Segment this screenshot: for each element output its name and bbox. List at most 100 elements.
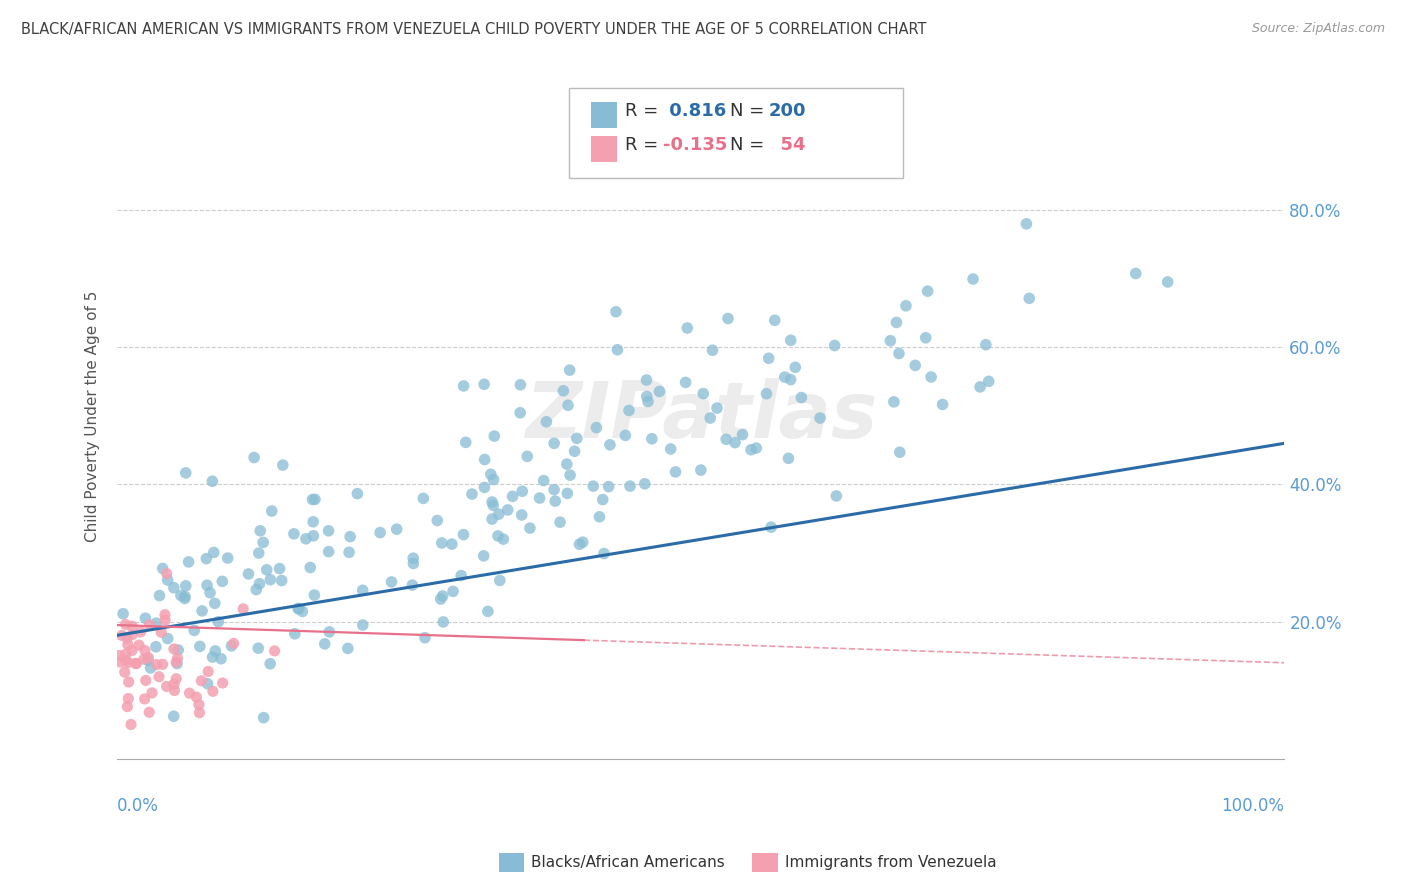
Point: [195, 551, 218, 566]
Point: [426, 514, 449, 528]
Text: 0.816: 0.816: [664, 103, 727, 120]
Point: [432, 615, 454, 629]
Point: [179, 686, 201, 700]
Text: 0.0%: 0.0%: [117, 797, 159, 814]
Point: [385, 522, 408, 536]
Point: [115, 647, 138, 661]
Point: [454, 435, 477, 450]
Point: [548, 515, 571, 529]
Point: [221, 639, 243, 653]
Point: [247, 641, 270, 656]
Point: [117, 638, 139, 652]
Point: [115, 631, 138, 645]
Point: [217, 551, 239, 566]
Point: [135, 673, 157, 688]
Point: [163, 709, 186, 723]
Point: [152, 657, 174, 672]
Point: [824, 338, 846, 352]
Point: [599, 438, 621, 452]
Point: [779, 333, 801, 347]
Point: [699, 411, 721, 425]
Point: [114, 617, 136, 632]
Point: [165, 672, 187, 686]
Point: [173, 591, 195, 606]
Point: [558, 363, 581, 377]
Point: [186, 690, 208, 705]
Point: [163, 642, 186, 657]
Point: [302, 529, 325, 543]
Point: [510, 484, 533, 499]
Point: [337, 545, 360, 559]
Point: [637, 394, 659, 409]
Point: [163, 677, 186, 691]
Point: [141, 686, 163, 700]
Point: [585, 420, 607, 434]
Point: [114, 665, 136, 680]
Y-axis label: Child Poverty Under the Age of 5: Child Poverty Under the Age of 5: [86, 290, 100, 541]
Point: [692, 386, 714, 401]
Point: [197, 677, 219, 691]
Point: [557, 398, 579, 412]
Point: [564, 444, 586, 458]
Point: [717, 311, 740, 326]
Point: [755, 386, 778, 401]
Point: [496, 503, 519, 517]
Point: [188, 640, 211, 654]
Point: [592, 492, 614, 507]
Point: [636, 373, 658, 387]
Point: [917, 284, 939, 298]
Point: [201, 684, 224, 698]
Point: [461, 487, 484, 501]
Point: [617, 403, 640, 417]
Point: [472, 549, 495, 563]
Point: [260, 504, 283, 518]
Point: [571, 535, 593, 549]
Point: [352, 618, 374, 632]
Point: [129, 624, 152, 639]
Point: [474, 480, 496, 494]
Point: [962, 272, 984, 286]
Point: [346, 486, 368, 500]
Point: [509, 406, 531, 420]
Point: [269, 561, 291, 575]
Point: [222, 636, 245, 650]
Point: [779, 373, 801, 387]
Point: [481, 512, 503, 526]
Point: [139, 661, 162, 675]
Point: [634, 476, 657, 491]
Text: Immigrants from Venezuela: Immigrants from Venezuela: [785, 855, 997, 870]
Point: [887, 346, 910, 360]
Point: [773, 370, 796, 384]
Text: BLACK/AFRICAN AMERICAN VS IMMIGRANTS FROM VENEZUELA CHILD POVERTY UNDER THE AGE : BLACK/AFRICAN AMERICAN VS IMMIGRANTS FRO…: [21, 22, 927, 37]
Point: [134, 643, 156, 657]
Point: [252, 535, 274, 549]
Point: [582, 479, 605, 493]
Point: [352, 583, 374, 598]
Point: [689, 463, 711, 477]
Point: [702, 343, 724, 358]
Point: [183, 624, 205, 638]
Point: [232, 602, 254, 616]
Point: [112, 607, 135, 621]
Point: [187, 698, 209, 712]
Point: [914, 331, 936, 345]
Point: [198, 586, 221, 600]
Point: [191, 604, 214, 618]
Point: [156, 573, 179, 587]
Point: [555, 486, 578, 500]
Point: [339, 530, 361, 544]
Point: [481, 495, 503, 509]
Point: [271, 458, 294, 472]
Point: [731, 427, 754, 442]
Point: [974, 337, 997, 351]
Point: [117, 691, 139, 706]
Point: [509, 377, 531, 392]
Point: [125, 657, 148, 671]
Point: [553, 384, 575, 398]
Point: [190, 673, 212, 688]
Point: [724, 435, 747, 450]
Point: [314, 637, 336, 651]
Point: [167, 643, 190, 657]
Point: [295, 532, 318, 546]
Point: [453, 527, 475, 541]
